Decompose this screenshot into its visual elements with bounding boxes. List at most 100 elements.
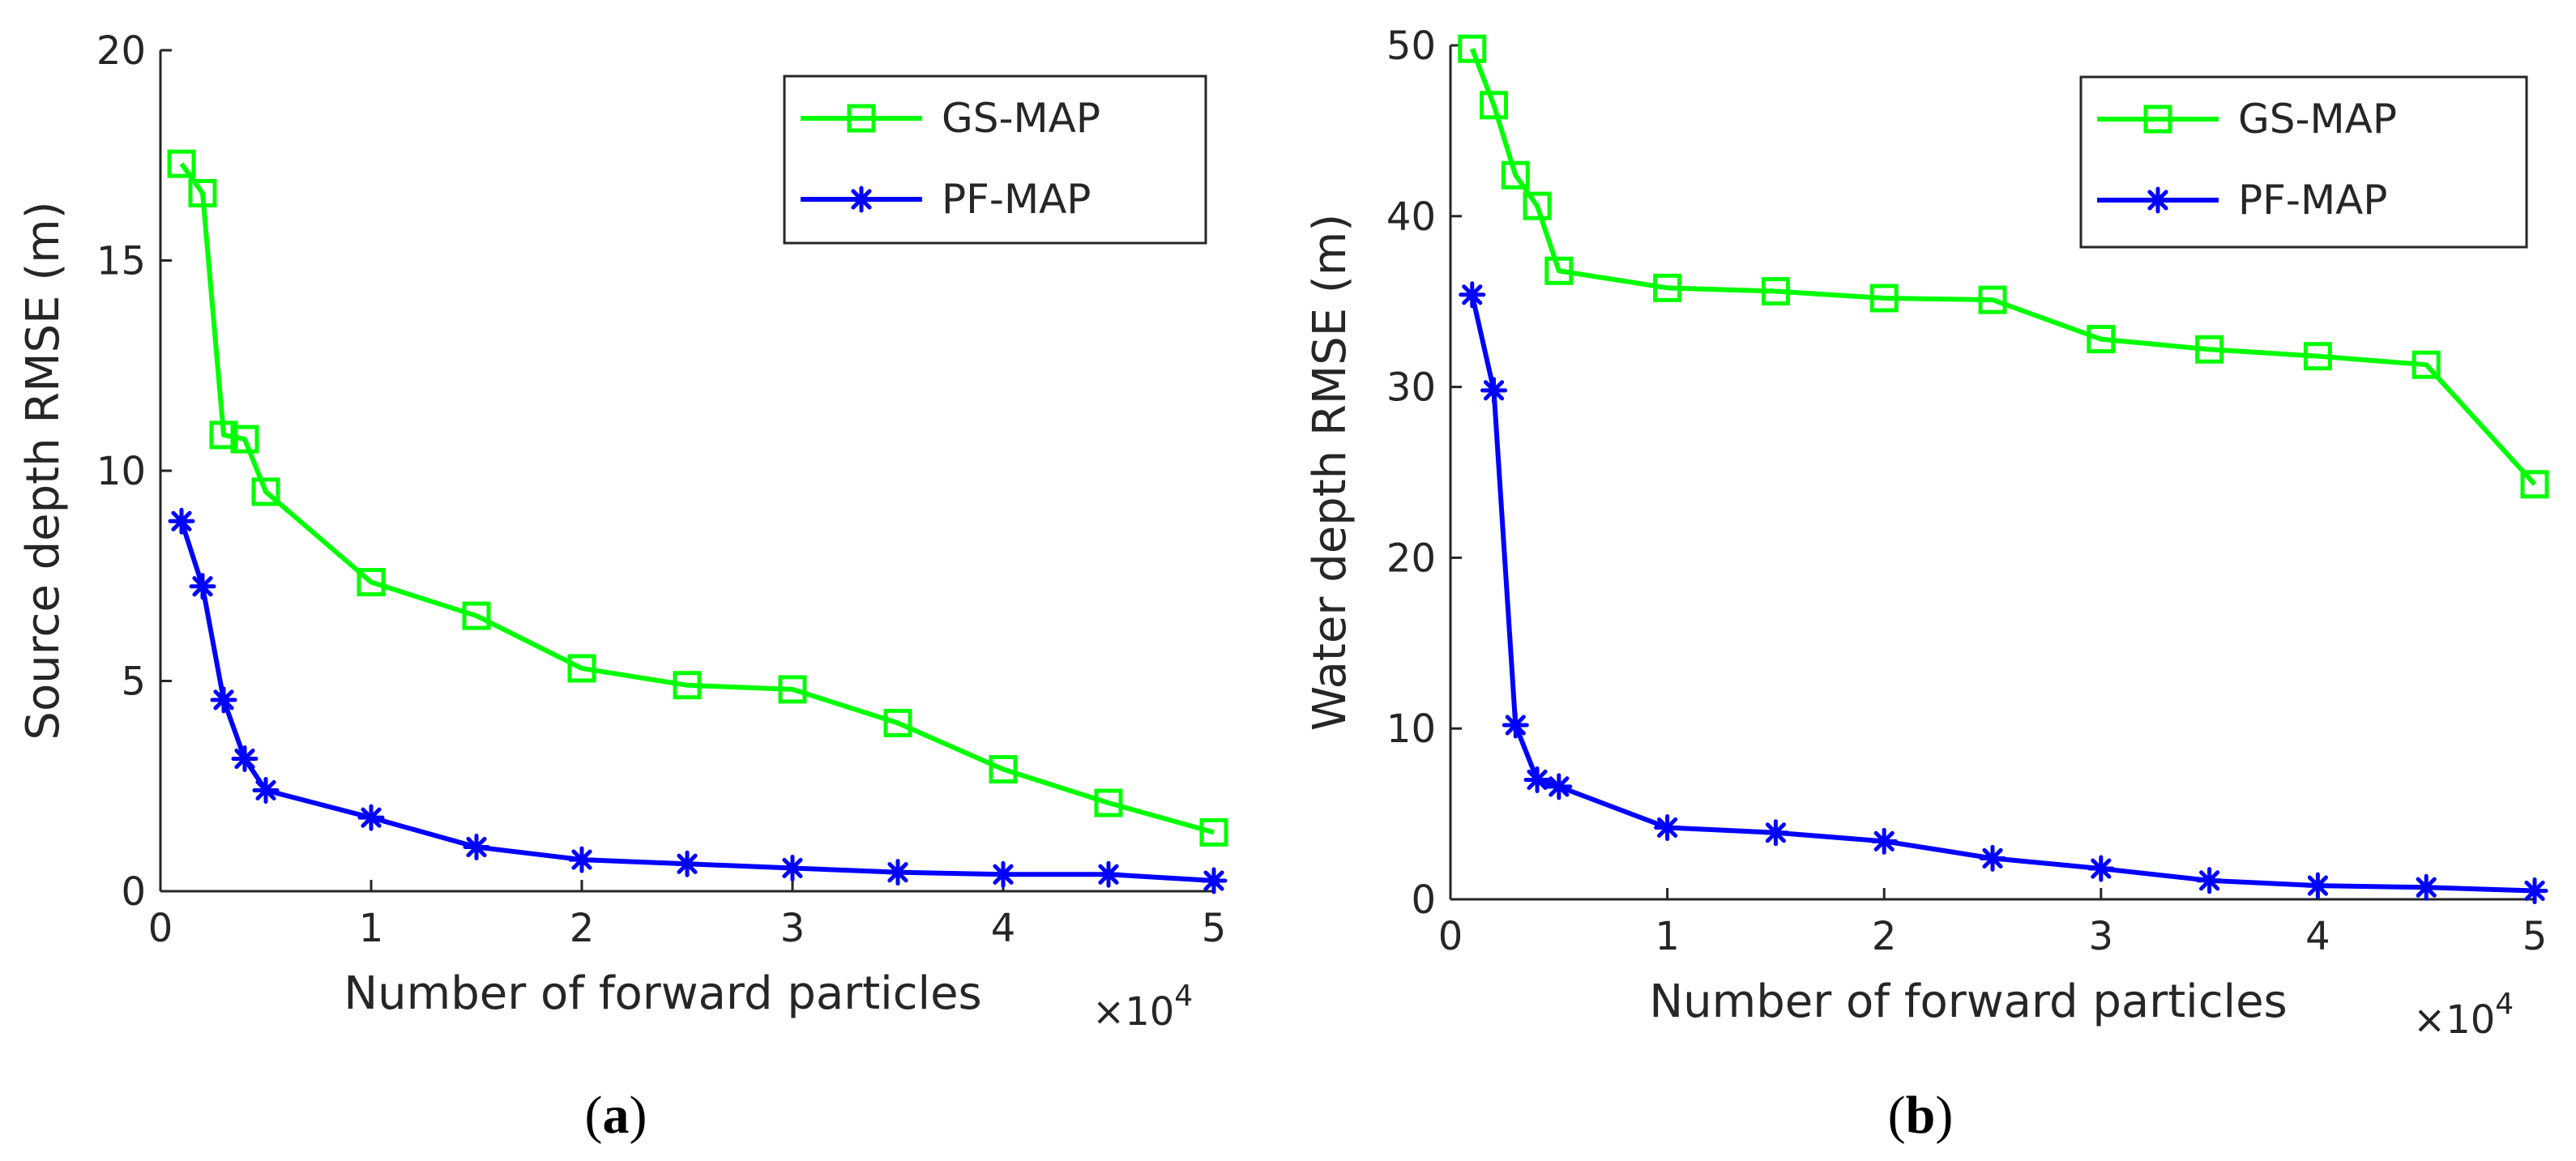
y-tick-label: 20	[96, 28, 146, 74]
data-point-gs-map	[1544, 256, 1574, 285]
caption-letter: a	[603, 1086, 630, 1145]
data-point-gs-map	[989, 754, 1018, 783]
x-tick-label: 2	[570, 906, 595, 951]
data-point-gs-map	[2195, 335, 2224, 364]
data-point-gs-map	[1458, 34, 1487, 63]
x-tick-label: 0	[148, 906, 173, 951]
caption-open: (	[1888, 1086, 1906, 1145]
y-tick-label: 50	[1386, 23, 1436, 69]
x-axis-title: Number of forward particles	[344, 967, 981, 1020]
y-tick-label: 10	[96, 449, 146, 494]
legend-label: GS-MAP	[2238, 96, 2397, 143]
x-tick-label: 4	[2305, 914, 2330, 959]
x-multiplier-exponent: 4	[2495, 988, 2514, 1021]
legend-marker	[847, 104, 876, 133]
data-point-pf-map	[2304, 872, 2331, 899]
x-tick-label: 0	[1438, 914, 1463, 959]
data-point-gs-map	[1869, 284, 1899, 313]
data-point-gs-map	[188, 178, 217, 207]
y-tick-label: 20	[1386, 536, 1436, 581]
legend-marker	[2143, 105, 2172, 134]
y-tick-label: 15	[96, 239, 146, 284]
data-point-gs-map	[251, 477, 280, 506]
data-point-pf-map	[779, 854, 806, 881]
legend-label: GS-MAP	[942, 95, 1100, 142]
data-point-gs-map	[209, 420, 238, 450]
data-point-gs-map	[567, 654, 596, 683]
data-point-gs-map	[2520, 470, 2549, 499]
data-point-pf-map	[1654, 813, 1681, 841]
data-point-gs-map	[230, 425, 259, 454]
legend-marker	[2144, 186, 2172, 214]
data-point-gs-map	[1501, 160, 1530, 190]
data-point-pf-map	[568, 846, 596, 873]
data-point-gs-map	[167, 149, 196, 178]
x-multiplier-exponent: 4	[1174, 980, 1193, 1013]
data-point-pf-map	[1459, 281, 1486, 309]
data-point-pf-map	[1523, 766, 1551, 793]
series-line-pf-map	[179, 520, 1215, 884]
legend-label: PF-MAP	[942, 176, 1091, 223]
data-point-pf-map	[1200, 867, 1228, 894]
legend-marker	[848, 186, 875, 213]
data-point-gs-map	[1761, 277, 1790, 306]
x-multiplier: ×104	[2413, 988, 2514, 1043]
legend-entry-gs-map: GS-MAP	[801, 95, 1100, 142]
data-point-gs-map	[778, 675, 807, 704]
x-tick-label: 3	[2089, 914, 2114, 959]
data-point-gs-map	[1978, 285, 2007, 314]
data-point-gs-map	[1523, 191, 1552, 220]
data-point-pf-map	[231, 745, 258, 773]
series-line-pf-map	[1469, 294, 2535, 894]
panel-caption: (a)	[585, 1086, 647, 1145]
series-line-gs-map	[1469, 48, 2537, 486]
y-tick-label: 0	[1411, 877, 1436, 923]
y-tick-label: 0	[121, 869, 146, 915]
x-tick-label: 4	[991, 906, 1016, 951]
data-point-gs-map	[2303, 342, 2332, 371]
data-point-gs-map	[2087, 325, 2116, 354]
data-point-pf-map	[357, 804, 385, 831]
data-point-gs-map	[357, 568, 386, 597]
data-point-pf-map	[989, 860, 1017, 888]
x-tick-label: 1	[1655, 914, 1680, 959]
legend-entry-gs-map: GS-MAP	[2097, 96, 2397, 143]
legend-box	[783, 75, 1207, 245]
x-tick-label: 1	[359, 906, 384, 951]
legend: GS-MAP PF-MAP	[2079, 75, 2528, 249]
data-point-pf-map	[2087, 855, 2115, 882]
x-multiplier: ×104	[1092, 980, 1193, 1035]
x-multiplier-base: ×10	[2413, 997, 2495, 1043]
data-point-pf-map	[168, 507, 195, 535]
y-tick-label: 40	[1386, 194, 1436, 240]
data-point-pf-map	[1095, 860, 1122, 888]
data-point-pf-map	[1502, 711, 1529, 739]
x-multiplier-base: ×10	[1092, 989, 1174, 1035]
caption-letter: b	[1906, 1086, 1936, 1145]
data-point-pf-map	[884, 859, 912, 886]
data-point-gs-map	[2412, 350, 2441, 379]
data-point-gs-map	[1094, 788, 1123, 817]
x-tick-label: 2	[1872, 914, 1897, 959]
y-tick-label: 10	[1386, 706, 1436, 752]
data-point-gs-map	[673, 671, 702, 700]
y-tick-label: 5	[121, 659, 146, 705]
y-axis-title: Source depth RMSE (m)	[17, 201, 70, 740]
data-point-gs-map	[1653, 273, 1682, 302]
y-tick-label: 30	[1386, 365, 1436, 411]
x-tick-label: 3	[780, 906, 805, 951]
panel-caption: (b)	[1888, 1086, 1954, 1145]
legend-entry-pf-map: PF-MAP	[801, 176, 1091, 223]
legend-entry-pf-map: PF-MAP	[2097, 177, 2387, 224]
data-point-pf-map	[463, 834, 490, 861]
data-point-pf-map	[210, 686, 237, 714]
data-point-pf-map	[1545, 773, 1573, 800]
legend-label: PF-MAP	[2238, 177, 2387, 224]
data-point-gs-map	[462, 601, 491, 630]
data-point-gs-map	[1480, 91, 1509, 120]
y-axis-title: Water depth RMSE (m)	[1304, 214, 1356, 731]
data-point-pf-map	[1762, 819, 1789, 847]
data-point-pf-map	[2412, 873, 2440, 901]
